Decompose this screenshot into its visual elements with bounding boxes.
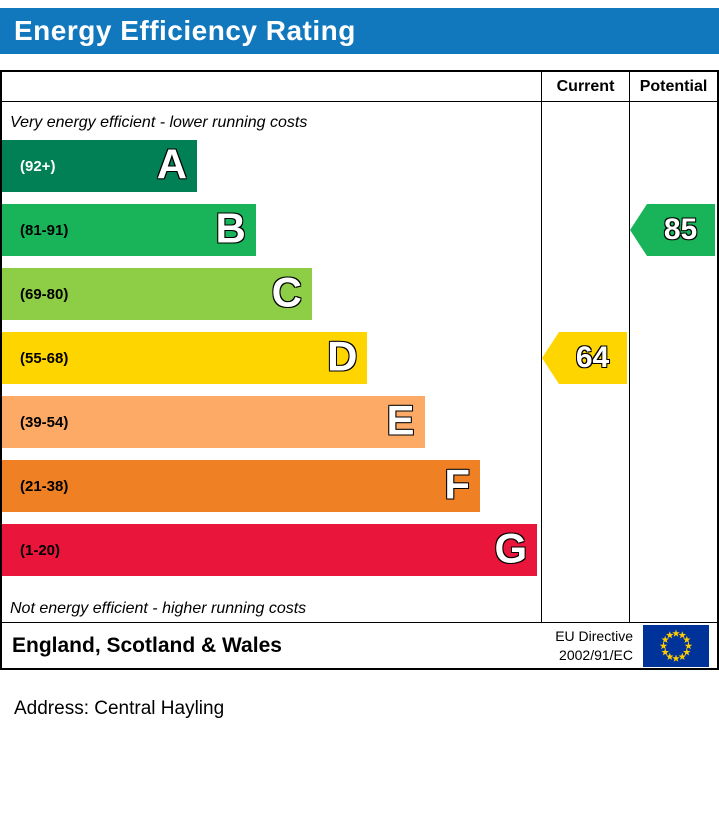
header-spacer	[2, 72, 541, 101]
band-row: (92+) A	[2, 140, 198, 192]
potential-column-header: Potential	[629, 72, 717, 101]
band-letter: F	[444, 460, 471, 508]
address-label: Address: Central Hayling	[14, 698, 225, 719]
bottom-caption: Not energy efficient - higher running co…	[10, 600, 307, 617]
band-letter: D	[327, 332, 358, 380]
column-header-row: Current Potential	[2, 72, 717, 102]
band-row: (55-68) D	[2, 332, 368, 384]
current-column-header: Current	[541, 72, 629, 101]
current-column-divider	[541, 102, 542, 622]
region-label: England, Scotland & Wales	[12, 633, 282, 657]
band-range: (39-54)	[20, 413, 69, 431]
band-letter: A	[156, 140, 188, 188]
eu-directive-label: EU Directive 2002/91/EC	[555, 627, 643, 663]
eu-flag-icon	[643, 624, 709, 667]
chart-body: Very energy efficient - lower running co…	[2, 102, 717, 622]
band-letter: B	[215, 204, 246, 252]
band-letter: E	[386, 396, 415, 444]
epc-rating-table: Current Potential Very energy efficient …	[0, 70, 719, 670]
potential-column-divider	[629, 102, 630, 622]
band-range: (55-68)	[20, 349, 69, 367]
band-range: (81-91)	[20, 221, 69, 239]
chart-title-bar: Energy Efficiency Rating	[0, 8, 719, 54]
arrow-potential: 85	[630, 204, 715, 256]
band-range: (69-80)	[20, 285, 69, 303]
band-row: (39-54) E	[2, 396, 425, 448]
page-title: Energy Efficiency Rating	[14, 15, 356, 46]
potential-rating-value: 85	[663, 213, 698, 246]
band-range: (92+)	[20, 157, 56, 175]
eu-directive-line1: EU Directive	[555, 628, 633, 645]
band-row: (81-91) B	[2, 204, 256, 256]
arrow-current: 64	[542, 332, 627, 384]
current-rating-value: 64	[575, 341, 610, 374]
band-range: (1-20)	[20, 541, 61, 559]
eu-directive-line2: 2002/91/EC	[559, 646, 633, 663]
band-row: (69-80) C	[2, 268, 312, 320]
band-letter: C	[271, 268, 302, 316]
band-row: (21-38) F	[2, 460, 481, 512]
band-range: (21-38)	[20, 477, 69, 495]
band-row: (1-20) G	[2, 524, 538, 576]
footer-row: England, Scotland & Wales EU Directive 2…	[2, 622, 717, 668]
top-caption: Very energy efficient - lower running co…	[10, 114, 308, 131]
band-list: (92+) A (81-91) B (69-80) C (55-68) D (3…	[2, 140, 541, 576]
band-letter: G	[494, 524, 528, 572]
